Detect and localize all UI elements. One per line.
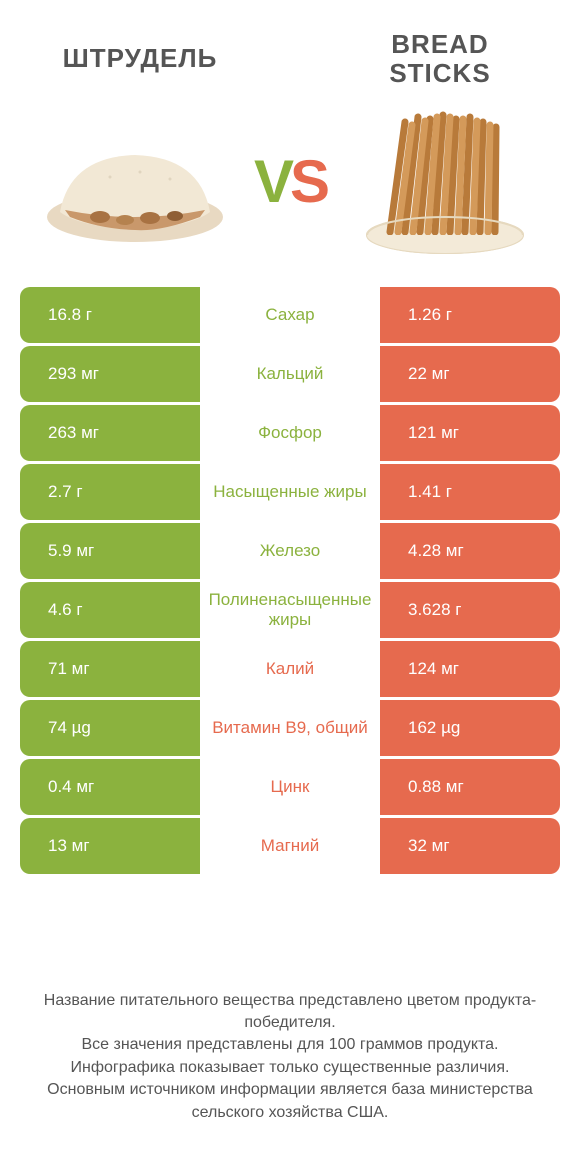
nutrient-label: Витамин B9, общий — [200, 700, 380, 756]
value-right: 124 мг — [380, 641, 560, 697]
footer-line-3: Инфографика показывает только существенн… — [30, 1057, 550, 1079]
value-left: 5.9 мг — [20, 523, 200, 579]
value-right: 22 мг — [380, 346, 560, 402]
table-row: 5.9 мгЖелезо4.28 мг — [20, 523, 560, 579]
nutrient-label: Кальций — [200, 346, 380, 402]
value-left: 71 мг — [20, 641, 200, 697]
value-left: 13 мг — [20, 818, 200, 874]
nutrient-label: Сахар — [200, 287, 380, 343]
table-row: 71 мгКалий124 мг — [20, 641, 560, 697]
value-right: 1.41 г — [380, 464, 560, 520]
footer-notes: Название питательного вещества представл… — [20, 980, 560, 1154]
vs-s: S — [290, 148, 326, 215]
breadsticks-icon — [350, 107, 540, 257]
header: ШТРУДЕЛЬ BREAD STICKS — [20, 30, 560, 97]
value-left: 263 мг — [20, 405, 200, 461]
table-row: 2.7 гНасыщенные жиры1.41 г — [20, 464, 560, 520]
value-right: 4.28 мг — [380, 523, 560, 579]
vs-v: V — [254, 148, 290, 215]
title-left: ШТРУДЕЛЬ — [40, 44, 240, 73]
strudel-image — [40, 107, 230, 257]
footer-line-4: Основным источником информации является … — [30, 1079, 550, 1124]
value-right: 32 мг — [380, 818, 560, 874]
value-left: 293 мг — [20, 346, 200, 402]
nutrient-label: Цинк — [200, 759, 380, 815]
value-left: 16.8 г — [20, 287, 200, 343]
breadsticks-image — [350, 107, 540, 257]
nutrient-label: Фосфор — [200, 405, 380, 461]
nutrient-label: Полиненасыщенные жиры — [200, 582, 380, 638]
footer-line-2: Все значения представлены для 100 граммо… — [30, 1034, 550, 1056]
value-right: 1.26 г — [380, 287, 560, 343]
nutrient-label: Калий — [200, 641, 380, 697]
value-right: 3.628 г — [380, 582, 560, 638]
table-row: 16.8 гСахар1.26 г — [20, 287, 560, 343]
value-right: 162 µg — [380, 700, 560, 756]
table-row: 74 µgВитамин B9, общий162 µg — [20, 700, 560, 756]
footer-line-1: Название питательного вещества представл… — [30, 990, 550, 1035]
nutrient-label: Насыщенные жиры — [200, 464, 380, 520]
value-right: 121 мг — [380, 405, 560, 461]
hero-row: VS — [20, 97, 560, 277]
value-left: 2.7 г — [20, 464, 200, 520]
table-row: 0.4 мгЦинк0.88 мг — [20, 759, 560, 815]
infographic-page: ШТРУДЕЛЬ BREAD STICKS VS — [0, 0, 580, 1174]
table-row: 263 мгФосфор121 мг — [20, 405, 560, 461]
comparison-table: 16.8 гСахар1.26 г293 мгКальций22 мг263 м… — [20, 287, 560, 877]
value-left: 4.6 г — [20, 582, 200, 638]
nutrient-label: Железо — [200, 523, 380, 579]
title-right: BREAD STICKS — [340, 30, 540, 87]
value-left: 74 µg — [20, 700, 200, 756]
value-left: 0.4 мг — [20, 759, 200, 815]
table-row: 4.6 гПолиненасыщенные жиры3.628 г — [20, 582, 560, 638]
table-row: 13 мгМагний32 мг — [20, 818, 560, 874]
table-row: 293 мгКальций22 мг — [20, 346, 560, 402]
value-right: 0.88 мг — [380, 759, 560, 815]
strudel-icon — [40, 117, 230, 247]
vs-label: VS — [254, 152, 326, 212]
nutrient-label: Магний — [200, 818, 380, 874]
